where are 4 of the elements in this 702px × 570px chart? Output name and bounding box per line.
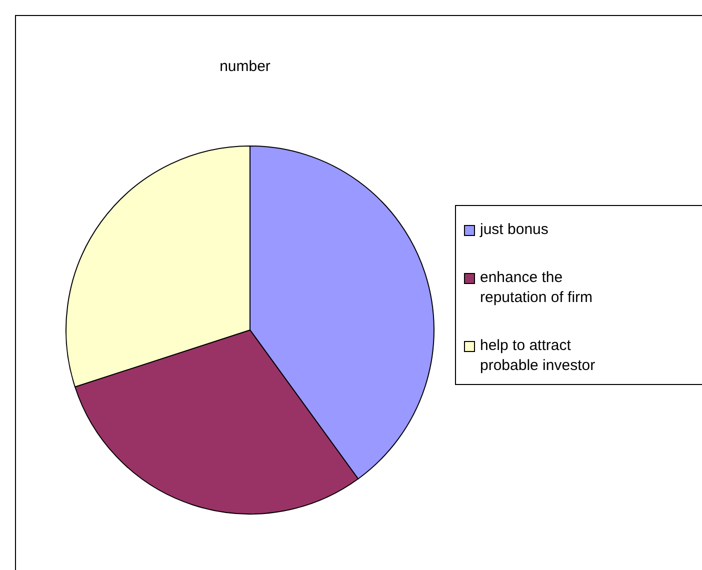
legend-label: help to attract probable investor <box>480 336 596 376</box>
chart-title: number <box>218 58 272 75</box>
legend-label: enhance the reputation of firm <box>480 268 594 308</box>
legend-label: just bonus <box>480 220 550 240</box>
